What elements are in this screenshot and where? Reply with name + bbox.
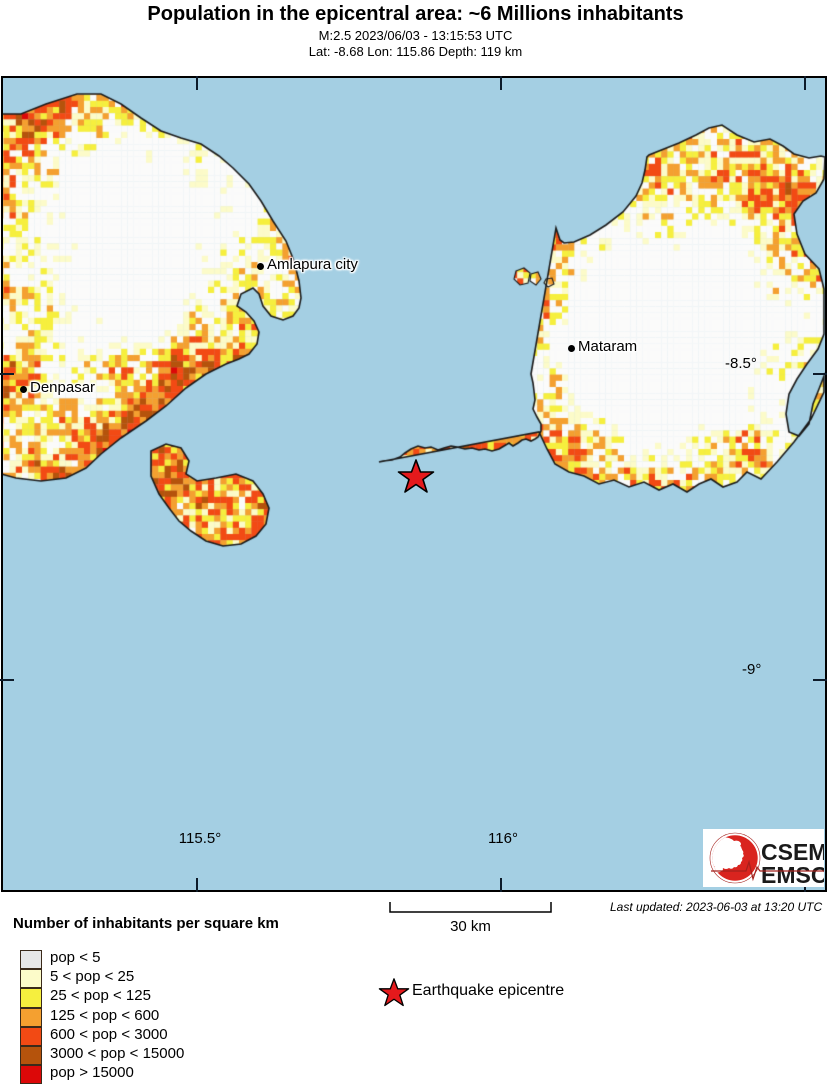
svg-text:EMSC: EMSC (761, 862, 824, 887)
